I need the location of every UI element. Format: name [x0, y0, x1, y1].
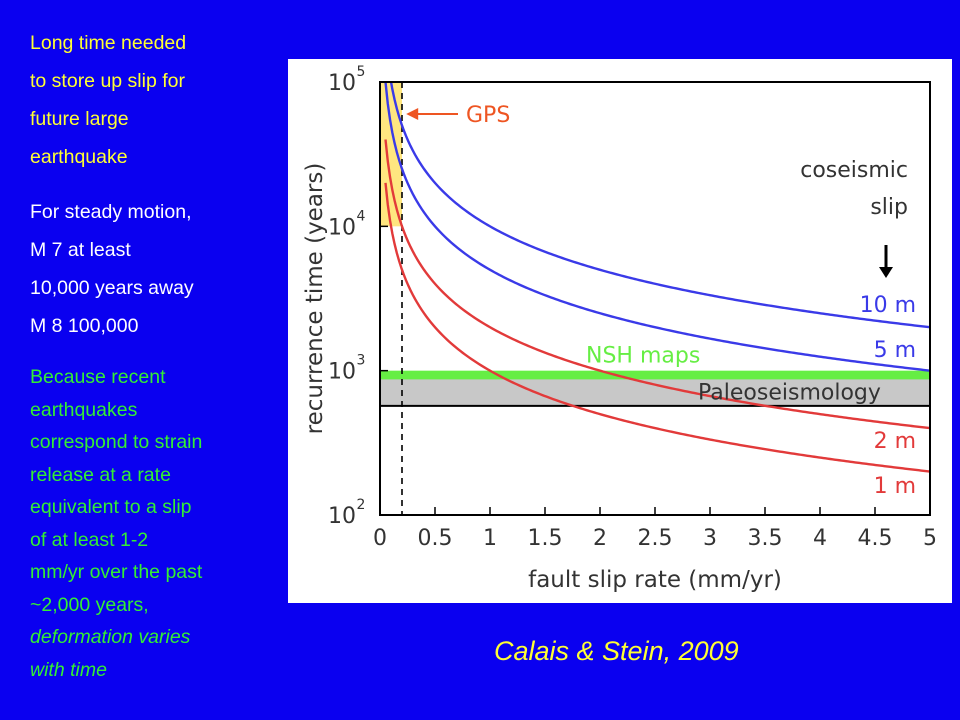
gps-arrow-head — [406, 108, 419, 121]
x-tick-label: 3.5 — [748, 526, 783, 551]
text-line-italic: deformation varies — [30, 626, 191, 648]
text-line-italic: with time — [30, 658, 107, 681]
x-tick-label: 0 — [373, 526, 387, 551]
curve-5m — [384, 82, 930, 372]
nsh-maps-band — [380, 370, 930, 380]
gps-band — [380, 82, 402, 227]
text-line: release at a rate — [30, 463, 171, 486]
y-tick-label-exp: 3 — [357, 353, 366, 369]
series-label-2m: 2 m — [874, 429, 916, 454]
y-tick-label-base: 10 — [328, 71, 356, 96]
recurrence-chart: 0 0.5 1 1.5 2 2.5 3 3.5 4 4.5 5 10 2 10 3 10 4 10 5 fault s… — [288, 59, 952, 603]
x-tick-label: 4.5 — [858, 526, 893, 551]
text-line: mm/yr over the past — [30, 561, 203, 583]
text-line: of at least 1-2 — [30, 528, 149, 551]
curve-10m — [389, 82, 930, 329]
text-line: 10,000 years away — [30, 277, 194, 299]
text-line: ~2,000 years, — [30, 593, 149, 616]
x-tick-label: 5 — [923, 526, 937, 551]
text-line: For steady motion, — [30, 201, 192, 223]
y-tick-label-exp: 5 — [357, 64, 366, 80]
series-label-5m: 5 m — [874, 338, 916, 363]
text-line: to store up slip for — [30, 70, 185, 92]
curve-2m — [384, 139, 930, 430]
x-axis-label: fault slip rate (mm/yr) — [528, 567, 782, 593]
series-label-10m: 10 m — [860, 293, 916, 318]
text-line: M 8 100,000 — [30, 315, 139, 337]
text-line: earthquakes — [30, 398, 138, 421]
x-tick-label: 1 — [483, 526, 497, 551]
nsh-maps-label: NSH maps — [586, 344, 700, 369]
citation: Calais & Stein, 2009 — [494, 636, 739, 666]
text-line: Long time needed — [30, 32, 187, 54]
y-tick-label-base: 10 — [328, 215, 356, 240]
x-tick-label: 2.5 — [638, 526, 673, 551]
paleoseismology-band — [380, 377, 930, 406]
text-line: earthquake — [30, 146, 128, 168]
steady-motion-paragraph: For steady motion, M 7 at least 10,000 y… — [30, 193, 270, 345]
text-line: equivalent to a slip — [30, 496, 192, 518]
paleoseismology-label: Paleoseismology — [698, 381, 881, 406]
text-line: Because recent — [30, 366, 166, 388]
x-tick-label: 3 — [703, 526, 717, 551]
text-line: correspond to strain — [30, 431, 203, 453]
coseismic-arrow-head — [879, 267, 893, 278]
recent-earthquakes-paragraph: Because recent earthquakes correspond to… — [30, 361, 270, 686]
plot-frame — [379, 81, 931, 516]
text-line: future large — [30, 108, 129, 130]
y-axis-label: recurrence time (years) — [302, 163, 328, 435]
series-label-1m: 1 m — [874, 474, 916, 499]
slip-label: slip — [870, 195, 908, 220]
coseismic-label: coseismic — [800, 158, 908, 183]
x-tick-label: 1.5 — [528, 526, 563, 551]
y-tick-label-base: 10 — [328, 504, 356, 529]
y-tick-label-exp: 4 — [357, 208, 366, 224]
y-tick-label-exp: 2 — [357, 497, 366, 513]
curve-1m — [384, 182, 930, 473]
x-tick-label: 4 — [813, 526, 827, 551]
gps-label: GPS — [466, 103, 510, 128]
y-tick-label-base: 10 — [328, 360, 356, 385]
intro-paragraph: Long time needed to store up slip for fu… — [30, 24, 270, 176]
text-line: M 7 at least — [30, 239, 131, 261]
x-tick-label: 0.5 — [418, 526, 453, 551]
x-tick-label: 2 — [593, 526, 607, 551]
